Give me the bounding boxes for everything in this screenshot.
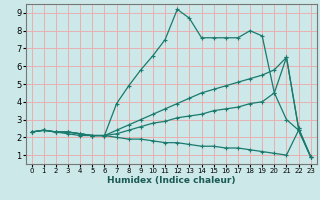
X-axis label: Humidex (Indice chaleur): Humidex (Indice chaleur) <box>107 176 236 185</box>
